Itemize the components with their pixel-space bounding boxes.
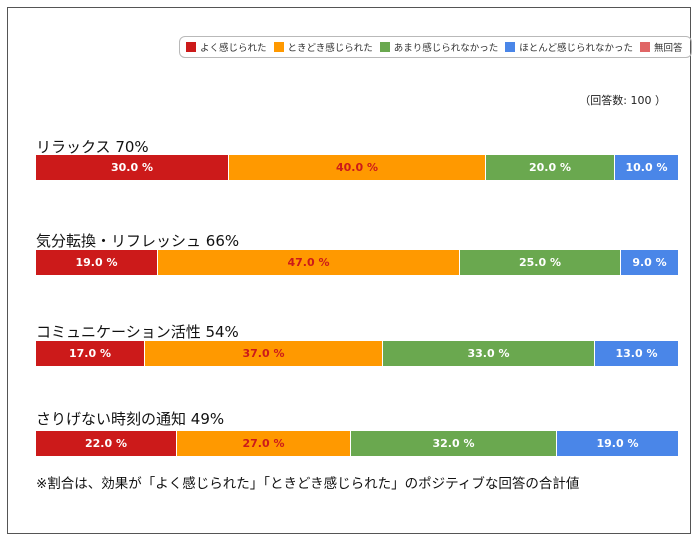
legend-item: よく感じられた — [186, 40, 267, 54]
bar-segment: 30.0 % — [36, 155, 229, 180]
bar-segment: 40.0 % — [229, 155, 486, 180]
bar-segment: 47.0 % — [158, 250, 460, 275]
bar-segment-label: 25.0 % — [519, 256, 561, 269]
row-title: コミュニケーション活性 54% — [36, 323, 239, 341]
bar-segment: 9.0 % — [621, 250, 679, 275]
stacked-bar: 19.0 % 47.0 % 25.0 % 9.0 % — [36, 250, 679, 275]
legend-swatch — [639, 42, 650, 52]
legend-label: ときどき感じられた — [287, 43, 373, 54]
bar-segment: 17.0 % — [36, 341, 145, 366]
bar-segment-label: 17.0 % — [69, 347, 111, 360]
bar-segment: 10.0 % — [615, 155, 679, 180]
bar-segment-label: 19.0 % — [75, 256, 118, 269]
bar-segment-label: 40.0 % — [336, 161, 378, 174]
bar-segment-label: 27.0 % — [242, 437, 285, 450]
bar-segment: 37.0 % — [145, 341, 383, 366]
bar-segment: 19.0 % — [557, 431, 679, 456]
bar-segment-label: 9.0 % — [632, 256, 667, 269]
bar-segment-label: 32.0 % — [432, 437, 475, 450]
bar-segment: 20.0 % — [486, 155, 615, 180]
row-title: さりげない時刻の通知 49% — [36, 410, 225, 428]
legend-label: ほとんど感じられなかった — [519, 43, 633, 54]
bar-segment-label: 37.0 % — [242, 347, 285, 360]
legend-label: あまり感じられなかった — [393, 43, 499, 54]
bar-segment: 19.0 % — [36, 250, 158, 275]
bar-segment: 32.0 % — [351, 431, 557, 456]
legend-label: 無回答 — [653, 43, 683, 54]
bar-segment-label: 10.0 % — [625, 161, 668, 174]
bar-segment: 22.0 % — [36, 431, 177, 456]
legend-swatch — [186, 42, 196, 52]
bar-segment: 33.0 % — [383, 341, 595, 366]
chart-frame: よく感じられた ときどき感じられた あまり感じられなかった ほとんど感じられなかった 無… — [7, 7, 692, 534]
chart-footnote: ※割合は、効果が「よく感じられた」「ときどき感じられた」のポジティブな回答の合計… — [36, 476, 580, 492]
bar-segment: 13.0 % — [595, 341, 679, 366]
respondent-count: （回答数: 100 ） — [579, 94, 666, 107]
bar-segment-label: 20.0 % — [529, 161, 571, 174]
legend-swatch — [505, 42, 516, 52]
bar-segment: 27.0 % — [177, 431, 351, 456]
bar-segment-label: 22.0 % — [85, 437, 127, 450]
bar-segment-label: 19.0 % — [596, 437, 639, 450]
legend-item: あまり感じられなかった — [379, 40, 499, 54]
row-title: 気分転換・リフレッシュ 66% — [36, 232, 240, 250]
stacked-bar: 30.0 % 40.0 % 20.0 % 10.0 % — [36, 155, 679, 180]
bar-segment-label: 13.0 % — [615, 347, 658, 360]
bar-segment-label: 33.0 % — [467, 347, 510, 360]
bar-segment-label: 47.0 % — [287, 256, 330, 269]
legend-swatch — [273, 42, 284, 52]
bar-segment-label: 30.0 % — [111, 161, 153, 174]
chart-legend: よく感じられた ときどき感じられた あまり感じられなかった ほとんど感じられなかった 無… — [179, 36, 692, 58]
legend-item: ときどき感じられた — [273, 40, 373, 54]
legend-swatch — [379, 42, 390, 52]
stacked-bar: 22.0 % 27.0 % 32.0 % 19.0 % — [36, 431, 679, 456]
row-title: リラックス 70% — [36, 138, 149, 156]
legend-item: 無回答 — [639, 40, 683, 54]
bar-segment: 25.0 % — [460, 250, 621, 275]
legend-item: ほとんど感じられなかった — [505, 40, 633, 54]
stacked-bar: 17.0 % 37.0 % 33.0 % 13.0 % — [36, 341, 679, 366]
legend-label: よく感じられた — [200, 43, 267, 54]
